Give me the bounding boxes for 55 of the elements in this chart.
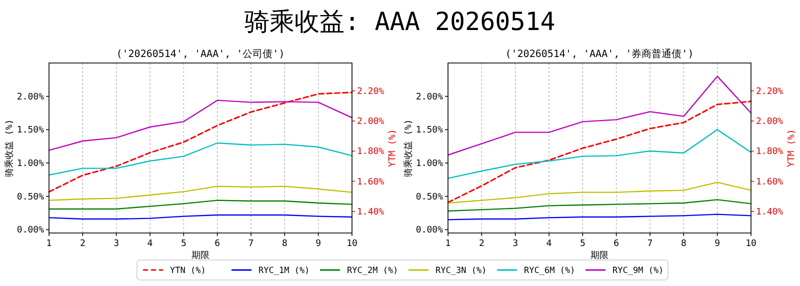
chart-title: ('20260514', 'AAA', '公司债') [116,48,285,60]
y2-tick-label: 2.20% [756,86,784,97]
legend-label: RYC_9M (%) [612,266,664,276]
x-tick-label: 4 [147,239,153,249]
x-tick-label: 3 [512,239,518,249]
y2-tick-label: 2.00% [756,117,784,128]
x-tick-label: 1 [46,239,52,249]
legend-label: YTN (%) [170,266,206,276]
y-tick-label: 1.50% [16,126,45,136]
y-axis-title: 骑乘收益 (%) [4,119,15,177]
x-tick-label: 5 [180,239,186,249]
legend-label: RYC_3N (%) [436,266,487,276]
y-tick-label: 1.00% [16,159,45,169]
y2-tick-label: 1.80% [357,147,385,158]
x-tick-label: 8 [680,239,686,249]
x-tick-label: 8 [282,239,288,249]
x-tick-label: 5 [580,239,586,249]
y-axis-title: 骑乘收益 (%) [403,119,414,177]
y-tick-label: 0.50% [416,192,444,202]
y2-tick-label: 1.60% [756,177,784,188]
legend-label: RYC_1M (%) [258,266,310,276]
x-tick-label: 4 [546,239,552,249]
x-tick-label: 2 [478,239,484,249]
y-tick-label: 0.00% [416,226,444,236]
x-tick-label: 2 [80,239,86,249]
x-axis-title: 期限 [590,250,608,261]
y-tick-label: 2.00% [16,92,45,102]
x-tick-label: 10 [746,239,756,249]
y2-tick-label: 1.80% [756,147,784,158]
y2-tick-label: 1.40% [756,207,784,218]
y2-tick-label: 2.00% [357,117,385,128]
y2-tick-label: 1.60% [357,177,385,188]
legend-label: RYC_2M (%) [347,266,398,276]
x-tick-label: 3 [114,239,120,249]
x-axis-title: 期限 [192,250,210,261]
y2-tick-label: 2.20% [357,86,385,97]
y2-axis-title: YTM (%) [787,129,797,167]
y-tick-label: 0.00% [16,226,45,236]
y-tick-label: 1.50% [416,126,444,136]
text: 骑乘收益: AAA 20260514 [244,7,556,36]
legend-label: RYC_6M (%) [524,266,576,276]
x-tick-label: 9 [316,239,322,249]
x-tick-label: 6 [614,239,620,249]
y2-tick-label: 1.40% [357,207,385,218]
y-tick-label: 0.50% [16,192,45,202]
y-tick-label: 1.00% [416,159,444,169]
y-tick-label: 2.00% [416,92,444,102]
x-tick-label: 7 [248,239,254,249]
x-tick-label: 1 [445,239,451,249]
x-tick-label: 9 [714,239,720,249]
x-tick-label: 6 [214,239,220,249]
x-tick-label: 10 [346,239,358,249]
y2-axis-title: YTM (%) [388,129,398,167]
chart-title: ('20260514', 'AAA', '券商普通债') [505,48,694,60]
x-tick-label: 7 [647,239,653,249]
